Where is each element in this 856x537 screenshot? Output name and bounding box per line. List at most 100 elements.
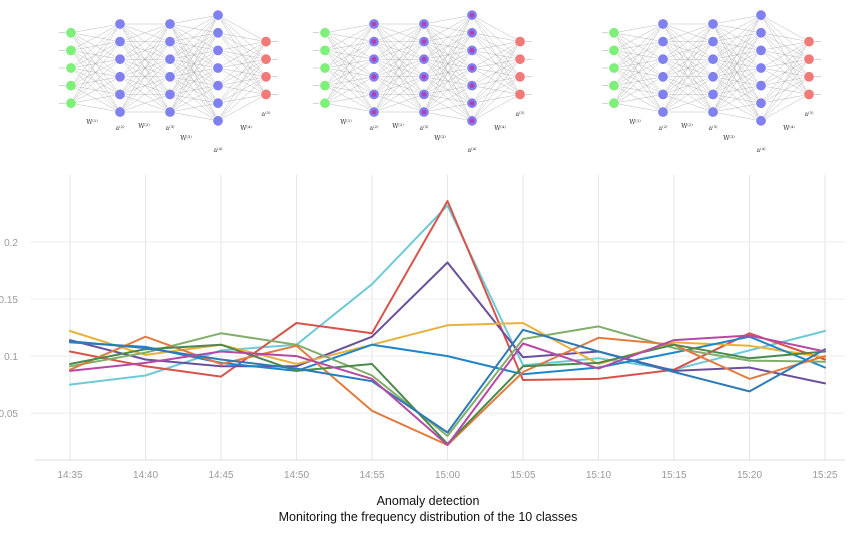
network-node <box>65 80 77 92</box>
x-tick-label: 14:55 <box>359 470 384 481</box>
network-node <box>260 53 272 65</box>
network-node <box>755 62 767 74</box>
network-connections <box>602 15 821 121</box>
weight-label: W⁽⁴⁾ <box>494 125 506 132</box>
network-node-highlight <box>469 65 475 71</box>
activation-label: a⁽³⁾ <box>709 125 718 132</box>
series-line-class-4 <box>69 322 826 365</box>
network-node <box>657 106 669 118</box>
network-node <box>608 97 620 109</box>
network-node <box>164 88 176 100</box>
network-node-highlight <box>371 56 377 62</box>
x-tick-label: 14:40 <box>133 470 158 481</box>
network-node <box>755 27 767 39</box>
series-line-class-6 <box>69 325 826 437</box>
network-node <box>608 80 620 92</box>
activation-label: a⁽⁵⁾ <box>805 111 814 118</box>
network-node <box>65 97 77 109</box>
network-node <box>319 97 331 109</box>
network-node-highlight <box>469 30 475 36</box>
network-node-highlight <box>469 83 475 88</box>
series-line-class-2 <box>69 200 826 381</box>
chart-grid <box>30 175 845 461</box>
network-node <box>212 62 224 74</box>
network-node <box>212 97 224 109</box>
network-node <box>164 18 176 30</box>
network-node <box>260 88 272 100</box>
series-line-class-5 <box>69 335 826 376</box>
network-connections <box>313 15 532 121</box>
network-node <box>514 53 526 65</box>
y-tick-label: 0.1 <box>4 352 18 363</box>
x-tick-label: 15:05 <box>510 470 535 481</box>
y-tick-label: 0.15 <box>0 295 18 306</box>
series-line-class-3 <box>69 261 826 385</box>
network-node <box>65 44 77 56</box>
network-node <box>657 88 669 100</box>
network-node <box>164 36 176 48</box>
network-node <box>707 18 719 30</box>
y-tick-label: 0.05 <box>0 409 18 420</box>
network-node <box>608 27 620 39</box>
network-node <box>114 18 126 30</box>
x-tick-label: 15:10 <box>586 470 611 481</box>
series-line-class-1 <box>69 204 826 386</box>
chart-series <box>69 200 826 446</box>
network-node <box>164 71 176 83</box>
network-node <box>657 53 669 65</box>
network-node <box>212 80 224 92</box>
network-node-highlight <box>421 109 427 115</box>
network-node <box>803 53 815 65</box>
network-node <box>260 36 272 48</box>
network-node <box>755 80 767 92</box>
network-node-highlight <box>371 39 377 44</box>
activation-label: a⁽⁴⁾ <box>757 147 766 154</box>
network-node <box>319 27 331 39</box>
network-node <box>65 62 77 74</box>
weight-label: W⁽⁴⁾ <box>783 125 795 132</box>
x-tick-label: 14:45 <box>208 470 233 481</box>
network-node <box>608 62 620 74</box>
activation-label: a⁽³⁾ <box>166 125 175 132</box>
network-node <box>514 36 526 48</box>
chart-caption: Anomaly detection Monitoring the frequen… <box>0 493 856 525</box>
activation-label: a⁽⁵⁾ <box>262 111 271 118</box>
weight-label: W⁽³⁾ <box>180 135 192 142</box>
weight-label: W⁽³⁾ <box>723 135 735 142</box>
activation-label: a⁽⁴⁾ <box>468 147 477 154</box>
network-node-highlight <box>371 92 377 97</box>
network-node-highlight <box>421 21 427 27</box>
x-tick-label: 15:15 <box>661 470 686 481</box>
network-node <box>65 27 77 39</box>
x-tick-label: 15:20 <box>737 470 762 481</box>
network-node <box>707 36 719 48</box>
network-node <box>803 71 815 83</box>
network-node <box>114 88 126 100</box>
x-axis-ticks: 14:35 14:40 14:45 14:50 14:55 15:00 15:05 15:10… <box>57 470 837 481</box>
y-axis-ticks: 0.05 0.1 0.15 0.2 <box>0 238 18 420</box>
x-tick-label: 14:35 <box>57 470 82 481</box>
network-node <box>114 36 126 48</box>
network-connections <box>59 15 278 121</box>
neural-network-diagrams: W⁽¹⁾ W⁽²⁾ W⁽³⁾ W⁽⁴⁾ a⁽²⁾ a⁽³⁾ a⁽⁴⁾ a⁽⁵⁾ W⁽¹⁾ W⁽²⁾… <box>59 9 821 154</box>
network-node-highlight <box>421 74 427 80</box>
network-node <box>114 106 126 118</box>
activation-label: a⁽²⁾ <box>659 125 668 132</box>
network-node <box>707 88 719 100</box>
series-line-class-10 <box>69 334 826 446</box>
network-node-highlight <box>371 74 377 80</box>
weight-label: W⁽¹⁾ <box>629 119 641 126</box>
network-node <box>657 36 669 48</box>
x-tick-label: 14:50 <box>284 470 309 481</box>
x-tick-label: 15:25 <box>812 470 837 481</box>
network-node <box>657 18 669 30</box>
network-node <box>755 44 767 56</box>
network-node-highlight <box>469 118 475 124</box>
network-node-highlight <box>421 92 427 97</box>
network-node <box>319 80 331 92</box>
activation-label: a⁽²⁾ <box>370 125 379 132</box>
network-node <box>707 106 719 118</box>
network-node <box>755 97 767 109</box>
network-node <box>755 115 767 127</box>
activation-label: a⁽⁴⁾ <box>214 147 223 154</box>
